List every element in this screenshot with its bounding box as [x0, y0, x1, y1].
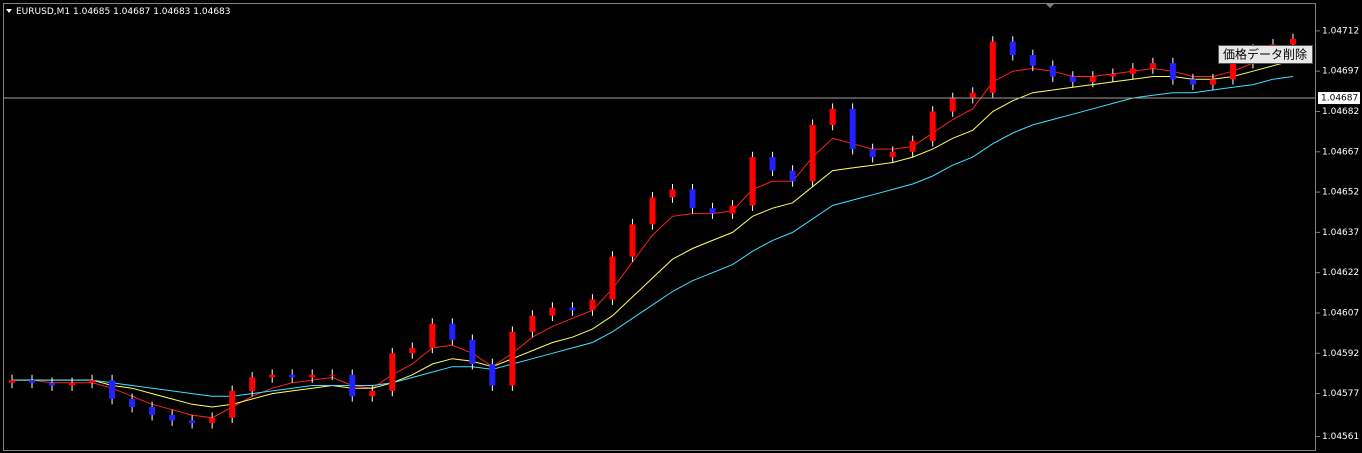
candle-body	[989, 41, 996, 93]
candle-body	[1149, 63, 1156, 69]
candle-body	[1109, 73, 1116, 77]
moving-average	[12, 59, 1294, 408]
moving-average	[12, 76, 1294, 397]
candle-body	[789, 170, 796, 182]
candle-body	[1049, 65, 1056, 77]
candle-body	[769, 157, 776, 171]
current-price-label: 1.04687	[1321, 94, 1358, 104]
current-price-box	[1318, 92, 1360, 105]
candle-body	[709, 208, 716, 214]
header-open: 1.04685	[73, 7, 110, 17]
candle-body	[49, 382, 56, 386]
candle-body	[829, 108, 836, 125]
candle-body	[1169, 63, 1176, 80]
candle-body	[849, 108, 856, 150]
chart-header: EURUSD,M1 1.04685 1.04687 1.04683 1.0468…	[16, 7, 231, 17]
symbol: EURUSD,M1	[16, 7, 70, 17]
candle-body	[349, 374, 356, 397]
candle-body	[1009, 41, 1016, 56]
candle-body	[889, 151, 896, 158]
candle-body	[469, 339, 476, 365]
y-tick-label: 1.04607	[1322, 308, 1359, 318]
candle-body	[669, 189, 676, 198]
candle-body	[1129, 68, 1136, 74]
candle-body	[529, 315, 536, 332]
header-low: 1.04683	[153, 7, 190, 17]
button-box[interactable]	[1218, 45, 1313, 64]
candle-body	[29, 380, 36, 383]
candle-body	[89, 380, 96, 383]
y-tick-label: 1.04561	[1322, 432, 1359, 442]
candle-body	[1229, 63, 1236, 80]
menu-arrow[interactable]	[6, 9, 12, 13]
candle-body	[629, 224, 636, 257]
candle-body	[149, 407, 156, 416]
candle-body	[549, 307, 556, 316]
candle-body	[9, 380, 15, 383]
candle-body	[169, 415, 176, 421]
candle-body	[589, 299, 596, 311]
y-tick-label: 1.04697	[1322, 67, 1359, 77]
moving-average	[12, 49, 1294, 419]
candle-body	[609, 256, 616, 300]
candle-body	[329, 374, 336, 376]
button-label[interactable]: 価格データ削除	[1223, 47, 1307, 62]
candle-body	[869, 149, 876, 158]
candle-body	[909, 141, 916, 152]
candle-body	[489, 364, 496, 386]
candle-body	[569, 307, 576, 311]
y-tick-label: 1.04652	[1322, 188, 1359, 198]
y-tick-label: 1.04667	[1322, 147, 1359, 157]
y-tick-label: 1.04712	[1322, 26, 1359, 36]
header-close: 1.04683	[193, 7, 230, 17]
candle-body	[1189, 79, 1196, 85]
candle-body	[249, 377, 256, 391]
candle-body	[429, 323, 436, 348]
y-tick-label: 1.04592	[1322, 349, 1359, 359]
candle-body	[409, 347, 416, 354]
candle-body	[229, 390, 236, 418]
candle-body	[109, 380, 116, 399]
candle-body	[1029, 55, 1036, 66]
candle-body	[929, 111, 936, 142]
candle-body	[649, 197, 656, 225]
candle-body	[969, 92, 976, 99]
header-high: 1.04687	[113, 7, 150, 17]
candle-body	[509, 331, 516, 386]
candle-body	[1209, 79, 1216, 85]
candle-body	[1069, 76, 1076, 82]
y-tick-label: 1.04637	[1322, 228, 1359, 238]
delete-button[interactable]: 価格データ削除	[1218, 45, 1313, 64]
candle-body	[389, 353, 396, 391]
y-tick-label: 1.04577	[1322, 389, 1359, 399]
candle-body	[1289, 38, 1296, 45]
candle-body	[309, 374, 316, 378]
candle-body	[689, 189, 696, 209]
plot-frame	[3, 3, 1316, 451]
plot-area	[9, 33, 1296, 429]
candle-body	[129, 398, 136, 408]
candle-body	[1089, 76, 1096, 82]
candle-body	[749, 157, 756, 206]
candle-body	[729, 205, 736, 214]
candle-body	[369, 390, 376, 397]
candle-body	[209, 417, 216, 424]
candle-body	[269, 374, 276, 378]
y-tick-label: 1.04622	[1322, 268, 1359, 278]
candle-body	[289, 374, 296, 378]
y-tick-label: 1.04682	[1322, 107, 1359, 117]
candle-body	[189, 420, 196, 424]
candle-body	[449, 323, 456, 340]
candle-body	[69, 382, 76, 386]
candle-body	[809, 124, 816, 182]
candle-body	[949, 98, 956, 112]
shift-marker	[1046, 4, 1054, 8]
